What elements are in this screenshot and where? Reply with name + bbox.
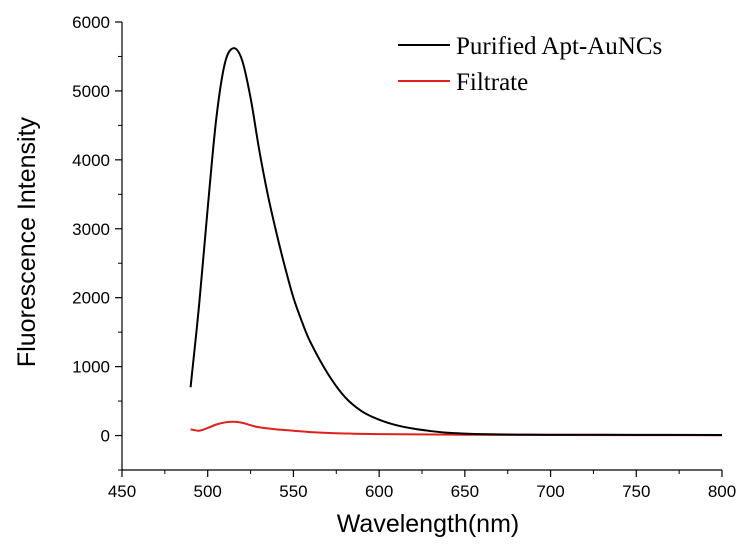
y-tick-label: 0 — [101, 427, 110, 446]
series-line-purified-apt-auncs — [189, 47, 723, 436]
y-tick-label: 4000 — [72, 151, 110, 170]
y-tick-label: 1000 — [72, 358, 110, 377]
legend: Purified Apt-AuNCs Filtrate — [398, 33, 662, 96]
x-tick-label: 600 — [365, 482, 393, 501]
y-axis-title: Fluorescence Intensity — [13, 116, 41, 367]
legend-label: Filtrate — [456, 69, 528, 96]
x-tick-label: 800 — [708, 482, 736, 501]
y-tick-label: 5000 — [72, 82, 110, 101]
x-tick-label: 550 — [279, 482, 307, 501]
axis-ticks: 450 500 550 600 650 700 750 800 0 1000 2000 3000 400… — [72, 13, 736, 501]
x-tick-label: 750 — [622, 482, 650, 501]
y-tick-label: 3000 — [72, 220, 110, 239]
x-tick-label: 700 — [536, 482, 564, 501]
y-tick-label: 2000 — [72, 289, 110, 308]
legend-label: Purified Apt-AuNCs — [456, 33, 662, 60]
x-tick-label: 500 — [194, 482, 222, 501]
series-layer — [189, 47, 723, 437]
x-axis-title: Wavelength(nm) — [337, 510, 519, 538]
y-tick-label: 6000 — [72, 13, 110, 32]
plot-frame — [121, 22, 722, 471]
x-tick-label: 450 — [108, 482, 136, 501]
x-tick-label: 650 — [451, 482, 479, 501]
